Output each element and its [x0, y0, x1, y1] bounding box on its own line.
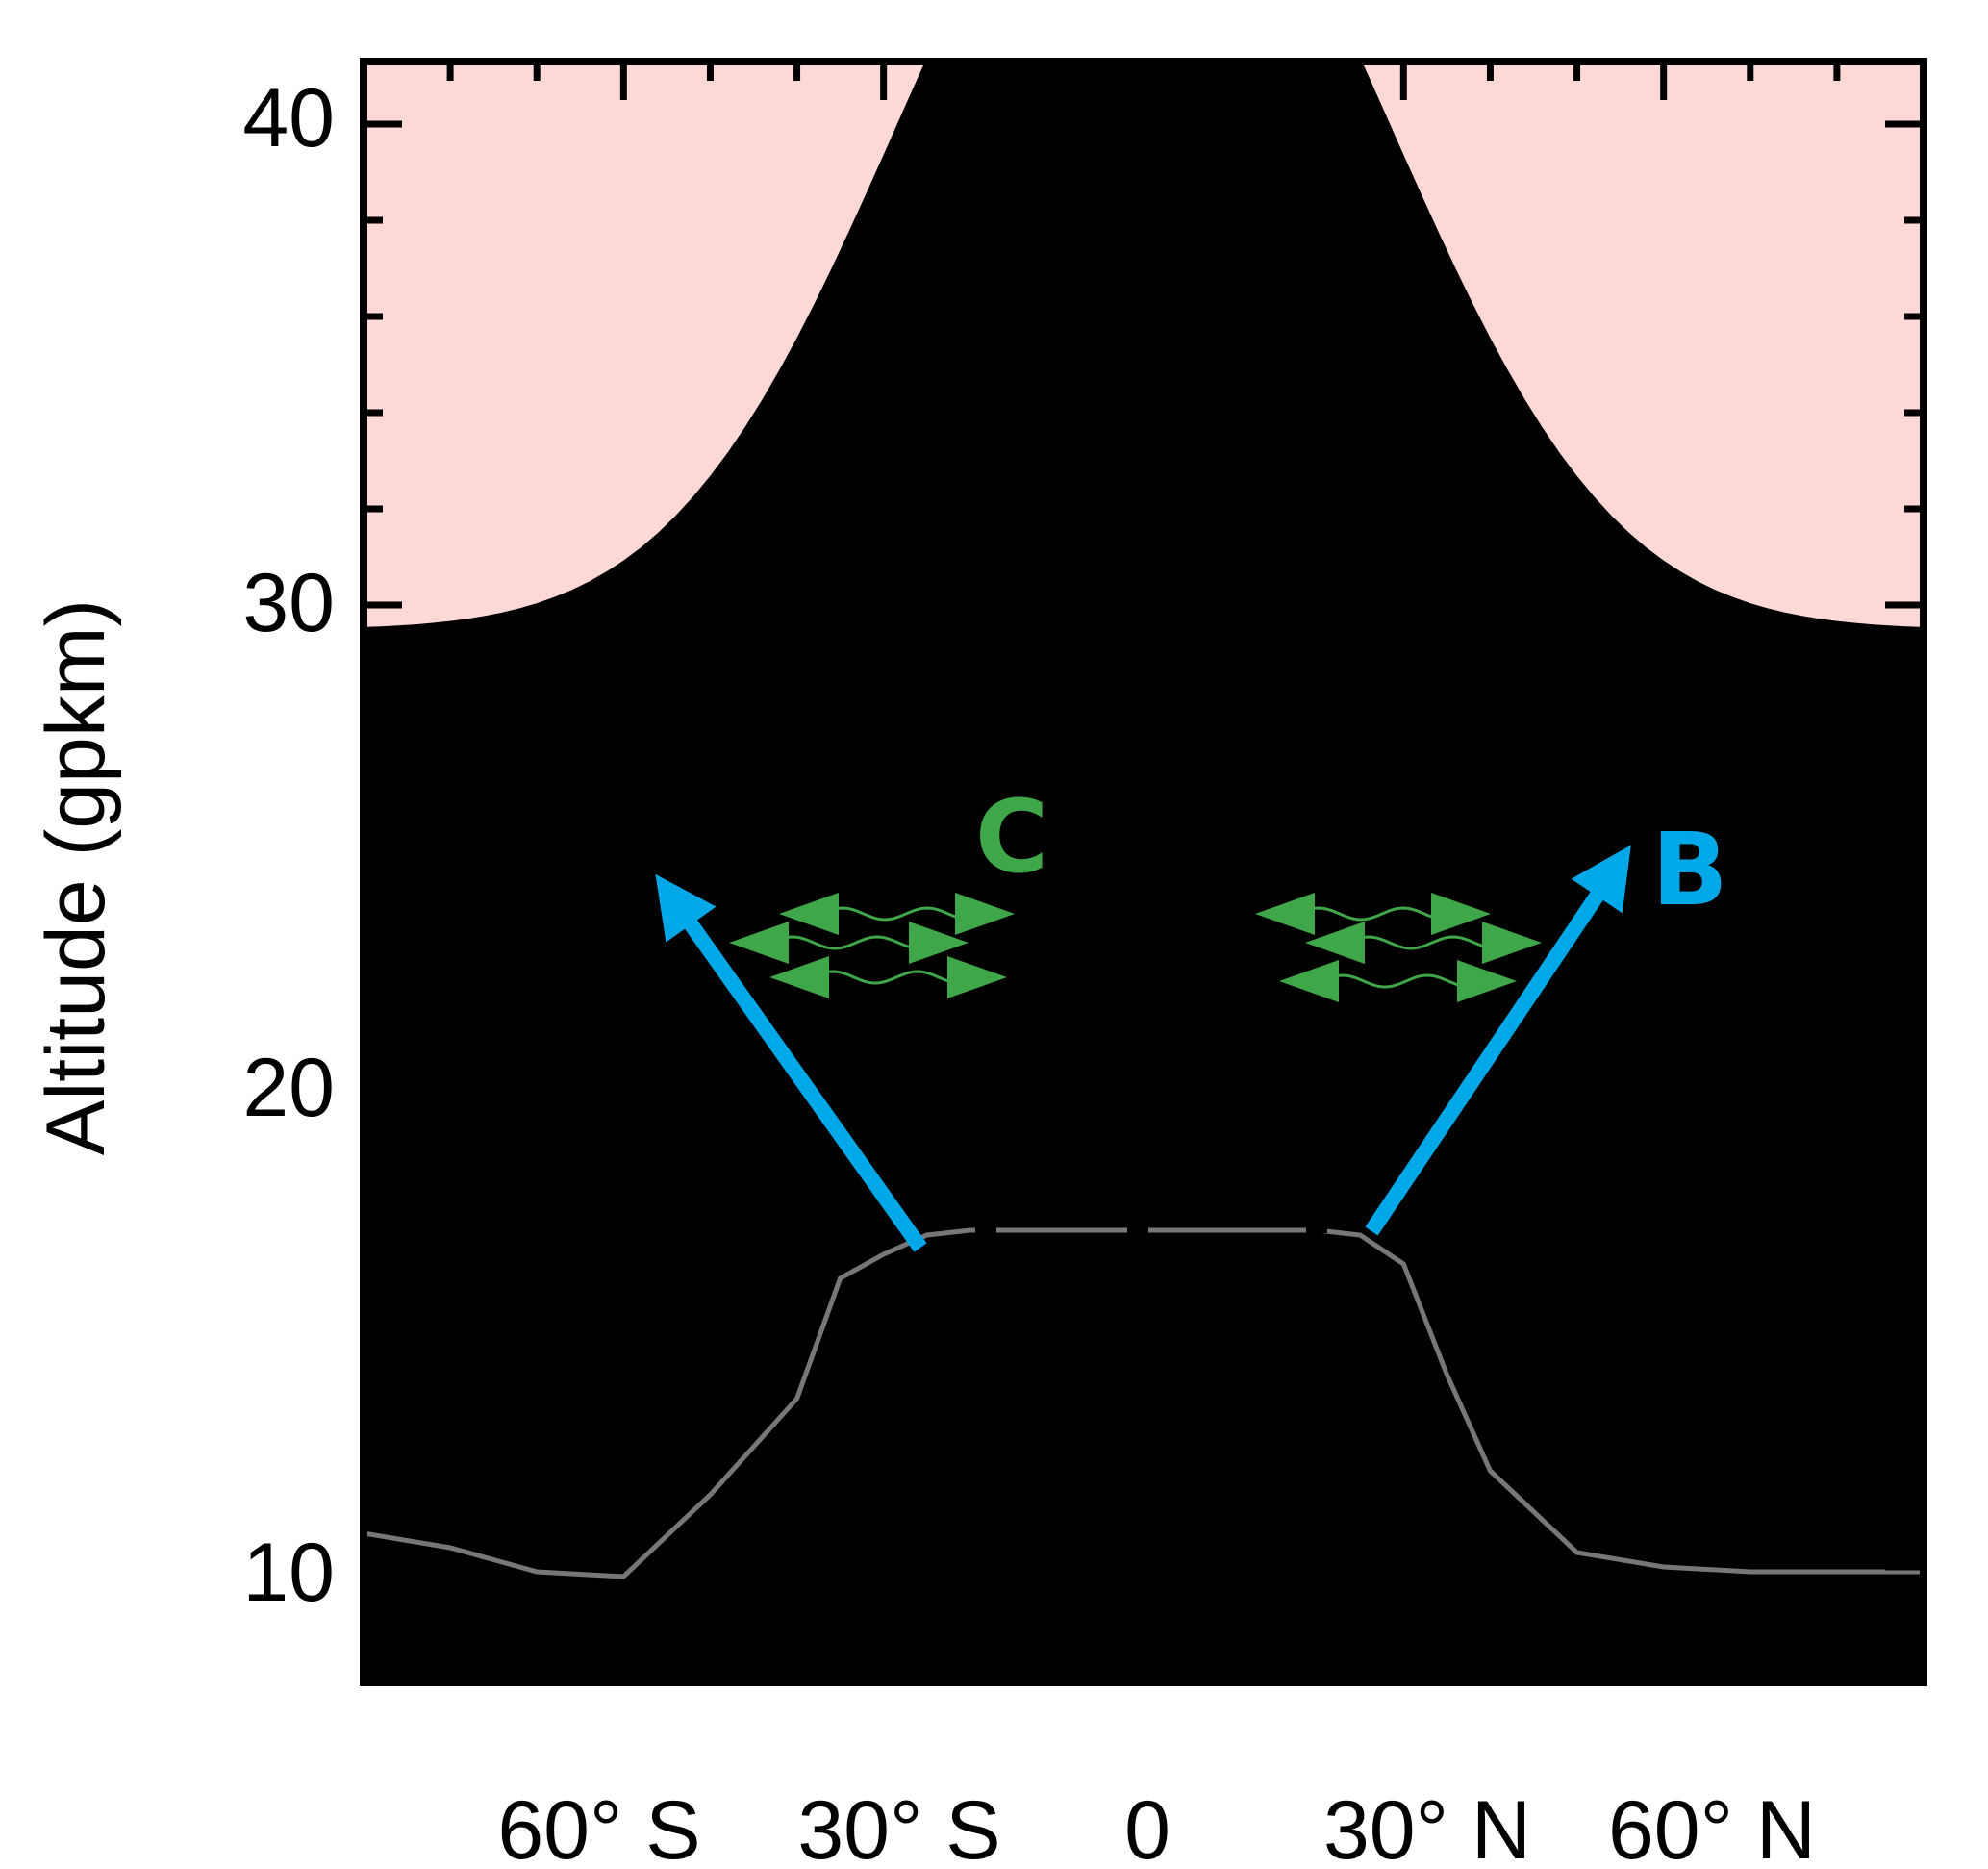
- upwelling-arrow-5-head: [1454, 1106, 1512, 1193]
- upwelling-arrow-1-head: [771, 1106, 829, 1193]
- mixing-arrow-north-3: [1279, 960, 1517, 1002]
- upwelling-arrow-3-shaft: [1127, 1005, 1148, 1233]
- marker-b: B: [1651, 811, 1727, 928]
- x-tick-label-60n: 60° N: [1608, 1784, 1816, 1869]
- mixing-arrow-north-1: [1255, 893, 1491, 935]
- mixing-arrow-north-2: [1305, 922, 1542, 964]
- x-tick-label-30s: 30° S: [797, 1784, 1000, 1869]
- mixing-arrow-south-2: [729, 922, 969, 964]
- transport-arrows: [655, 845, 1631, 1320]
- upwelling-arrow-1-shaft: [790, 1164, 811, 1320]
- poleward-arrow-south: [655, 873, 927, 1252]
- y-tick-label-10: 10: [242, 1527, 335, 1619]
- upwelling-arrow-2-head: [957, 1005, 1015, 1092]
- y-tick-label-30: 30: [242, 557, 335, 649]
- x-tick-label-30n: 30° N: [1323, 1784, 1531, 1869]
- contour-band-19: [364, 62, 1924, 1682]
- x-tick-label-0: 0: [1124, 1784, 1170, 1869]
- x-axis-tick-labels: 60° S 30° S 0 30° N 60° N: [497, 1784, 1816, 1869]
- axis-ticks: [364, 62, 1924, 1682]
- marker-c: C: [975, 778, 1048, 896]
- tropopause-line: [363, 1227, 1924, 1579]
- x-tick-label-60s: 60° S: [497, 1784, 700, 1869]
- poleward-arrow-north: [1365, 845, 1631, 1236]
- mixing-arrow-south-1: [779, 893, 1015, 935]
- y-tick-label-20: 20: [242, 1042, 335, 1134]
- mixing-arrow-south-3: [769, 956, 1007, 998]
- upwelling-arrow-5-shaft: [1472, 1164, 1494, 1320]
- y-tick-label-40: 40: [242, 72, 335, 164]
- y-axis-title: Altitude (gpkm): [30, 599, 122, 1155]
- upwelling-arrow-3-head: [1109, 947, 1167, 1034]
- marker-a: A: [685, 1273, 763, 1390]
- y-axis-tick-labels: 40 30 20 10: [242, 72, 335, 1619]
- upwelling-arrow-2-shaft: [975, 1063, 996, 1233]
- upwelling-arrow-4-head: [1288, 1005, 1346, 1092]
- upwelling-arrow-4-shaft: [1306, 1063, 1327, 1233]
